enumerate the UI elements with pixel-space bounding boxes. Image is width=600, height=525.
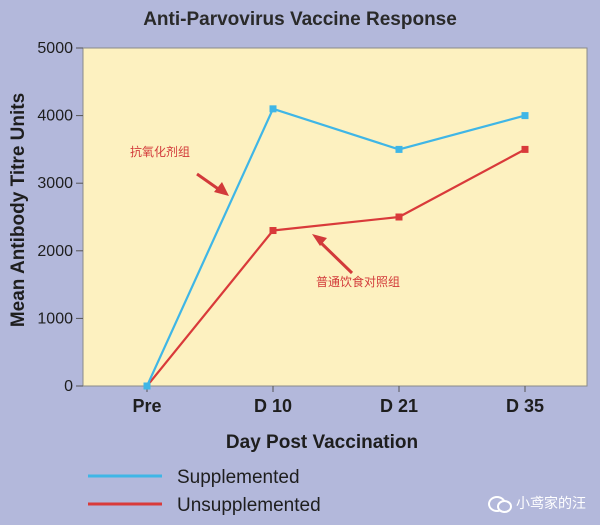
data-point-unsupplemented — [521, 145, 529, 153]
data-point-unsupplemented — [395, 213, 403, 221]
watermark-text: 小鸢家的汪 — [516, 496, 586, 512]
annotation-arrow — [316, 238, 354, 275]
x-tick-label: D 10 — [254, 396, 292, 416]
data-point-supplemented — [143, 382, 151, 390]
annotation-text: 抗氧化剂组 — [130, 144, 190, 159]
y-tick-label: 2000 — [37, 243, 73, 260]
legend-label-supplemented: Supplemented — [177, 467, 300, 488]
annotation-text: 普通饮食对照组 — [316, 274, 400, 289]
y-tick-label: 3000 — [37, 175, 73, 192]
x-tick-label: D 21 — [380, 396, 418, 416]
data-point-supplemented — [395, 145, 403, 153]
data-point-supplemented — [269, 105, 277, 113]
wechat-icon — [488, 494, 512, 513]
y-tick-label: 1000 — [37, 310, 73, 327]
data-point-unsupplemented — [269, 227, 277, 235]
chart-title: Anti-Parvovirus Vaccine Response — [143, 9, 457, 30]
y-tick-label: 0 — [64, 378, 73, 395]
annotation-arrowhead — [214, 182, 229, 196]
x-tick-label: Pre — [132, 396, 161, 416]
x-tick-label: D 35 — [506, 396, 544, 416]
data-point-supplemented — [521, 112, 529, 120]
legend-label-unsupplemented: Unsupplemented — [177, 495, 321, 516]
y-tick-label: 5000 — [37, 40, 73, 57]
annotation-arrowhead — [312, 234, 327, 246]
series-line-unsupplemented — [146, 148, 526, 387]
watermark: 小鸢家的汪 — [488, 493, 586, 513]
plot-area — [82, 47, 588, 387]
series-line-supplemented — [145, 107, 526, 387]
y-axis-label: Mean Antibody Titre Units — [8, 93, 29, 327]
y-tick-label: 4000 — [37, 108, 73, 125]
x-axis-label: Day Post Vaccination — [226, 432, 418, 453]
